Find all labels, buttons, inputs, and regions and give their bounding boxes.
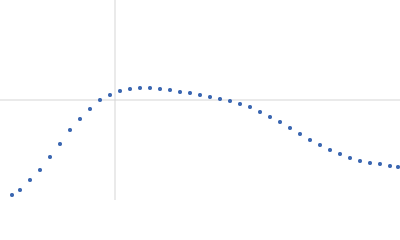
data-point — [10, 193, 14, 197]
data-point — [298, 132, 302, 136]
data-point — [168, 88, 172, 92]
data-point — [288, 126, 292, 130]
data-point — [68, 128, 72, 132]
data-point — [198, 93, 202, 97]
data-point — [38, 168, 42, 172]
data-point — [128, 87, 132, 91]
data-point — [118, 89, 122, 93]
data-point — [328, 148, 332, 152]
data-point — [258, 110, 262, 114]
data-point — [18, 188, 22, 192]
data-point — [88, 107, 92, 111]
data-point — [98, 98, 102, 102]
data-point — [248, 105, 252, 109]
data-point — [188, 91, 192, 95]
data-point — [358, 159, 362, 163]
data-point — [228, 99, 232, 103]
data-point — [318, 143, 322, 147]
data-point — [338, 152, 342, 156]
data-point — [208, 95, 212, 99]
data-point — [368, 161, 372, 165]
data-point — [48, 155, 52, 159]
data-point — [308, 138, 312, 142]
data-point — [138, 86, 142, 90]
data-point — [396, 165, 400, 169]
data-point — [278, 120, 282, 124]
data-point — [148, 86, 152, 90]
data-point — [58, 142, 62, 146]
data-point — [238, 102, 242, 106]
data-point — [28, 178, 32, 182]
data-point — [378, 162, 382, 166]
data-point — [268, 115, 272, 119]
data-point — [158, 87, 162, 91]
data-point — [218, 97, 222, 101]
data-point — [178, 90, 182, 94]
data-point — [348, 156, 352, 160]
chart — [0, 0, 400, 200]
data-point — [78, 117, 82, 121]
data-point — [108, 93, 112, 97]
data-point — [388, 164, 392, 168]
